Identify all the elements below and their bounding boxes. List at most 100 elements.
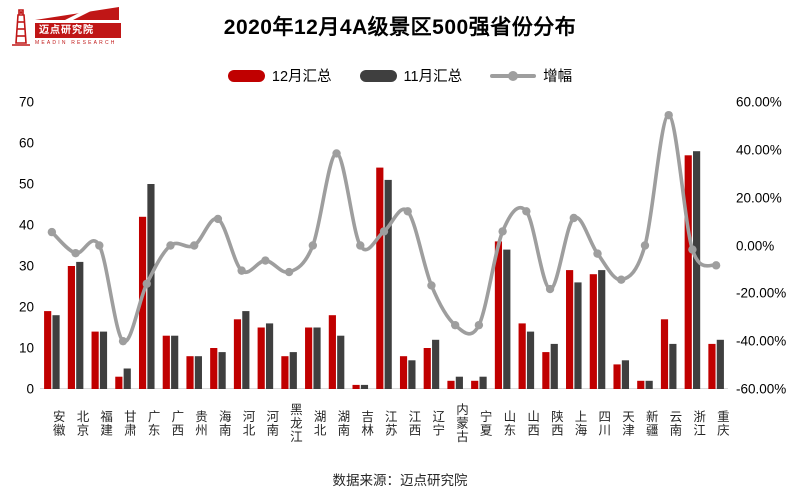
bar-december — [708, 343, 716, 389]
legend-item-growth: 增幅 — [490, 65, 572, 86]
x-axis-label: 湖南 — [335, 409, 350, 437]
x-axis-label: 江苏 — [382, 409, 397, 437]
category-axis: 安徽 北京 福建 甘肃 广东 广西 贵州 海南 河北 河南 黑龙江 湖北 湖南 吉林 江苏 江西 辽宁 内蒙古 宁夏… — [40, 392, 729, 454]
bar-december — [186, 356, 194, 389]
growth-point — [711, 261, 721, 270]
november-swatch — [359, 69, 397, 82]
bar-december — [115, 376, 123, 389]
bar-december — [376, 167, 384, 389]
x-axis-label: 甘肃 — [121, 409, 136, 437]
growth-point — [71, 248, 80, 258]
legend-label-december: 12月汇总 — [271, 69, 332, 85]
bar-november — [479, 376, 487, 389]
right-axis-tick: -20.00% — [736, 285, 787, 301]
bar-december — [423, 348, 431, 389]
growth-point — [688, 245, 697, 254]
bar-december — [138, 216, 147, 389]
bar-november — [194, 356, 202, 389]
left-axis-tick: 10 — [18, 340, 34, 356]
bar-november — [171, 335, 179, 389]
bar-november — [242, 311, 250, 389]
left-axis-tick: 70 — [18, 94, 34, 110]
x-axis-label: 广东 — [145, 409, 160, 437]
x-axis-label: 河南 — [264, 409, 279, 437]
bar-november — [645, 380, 653, 389]
growth-point — [474, 320, 484, 330]
combo-chart-canvas — [40, 110, 728, 389]
bar-december — [637, 380, 645, 389]
bar-november — [289, 352, 297, 389]
bar-november — [669, 343, 677, 389]
bar-november — [337, 335, 345, 389]
bar-november — [621, 360, 630, 389]
bar-november — [432, 339, 440, 389]
bar-november — [384, 179, 392, 389]
growth-point — [332, 149, 341, 158]
bar-december — [613, 364, 621, 389]
bar-november — [265, 323, 274, 389]
growth-point — [664, 110, 673, 120]
meadin-logo: 迈点研究院 MEADIN RESEARCH — [10, 7, 128, 51]
bar-december — [233, 319, 242, 389]
bar-december — [162, 335, 170, 389]
growth-point — [118, 336, 128, 346]
growth-point — [308, 241, 318, 250]
bar-november — [716, 339, 724, 389]
growth-point — [95, 241, 104, 250]
growth-point — [640, 241, 650, 250]
bar-november — [455, 376, 463, 389]
right-axis-tick: 0.00% — [736, 238, 775, 253]
bar-december — [257, 327, 265, 389]
bar-november — [526, 331, 535, 389]
bar-december — [399, 356, 408, 389]
plot-area: 安徽 北京 福建 甘肃 广东 广西 贵州 海南 河北 河南 黑龙江 湖北 湖南 吉林 江苏 江西 辽宁 内蒙古 宁夏… — [40, 102, 729, 454]
logo-subname: MEADIN RESEARCH — [35, 40, 117, 46]
x-axis-label: 山东 — [501, 409, 516, 437]
growth-point — [379, 227, 389, 236]
left-value-axis: 70 60 50 40 30 20 10 0 — [8, 95, 40, 397]
growth-point — [498, 227, 507, 236]
growth-line-swatch — [490, 70, 537, 82]
left-axis-tick: 40 — [18, 217, 34, 233]
bar-november — [550, 343, 558, 389]
lighthouse-icon — [12, 9, 30, 46]
x-axis-label: 浙江 — [691, 409, 706, 437]
growth-point — [450, 320, 460, 330]
growth-point — [569, 213, 578, 223]
december-swatch — [227, 69, 265, 82]
growth-point — [47, 227, 57, 237]
x-axis-label: 山西 — [525, 409, 540, 437]
x-axis-label: 湖北 — [311, 409, 326, 437]
growth-point — [190, 241, 199, 250]
right-percent-axis: 60.00% 40.00% 20.00% 0.00% -20.00% -40.00% -60… — [728, 95, 792, 397]
growth-line — [50, 113, 718, 344]
chart-title: 2020年12月4A级景区500强省份分布 — [223, 16, 577, 39]
x-axis-label: 海南 — [216, 409, 231, 437]
bar-november — [123, 368, 131, 389]
bar-november — [574, 282, 582, 389]
left-axis-tick: 0 — [26, 381, 34, 397]
bar-december — [566, 270, 574, 389]
bar-november — [218, 352, 226, 389]
x-axis-label: 新疆 — [643, 409, 658, 437]
x-axis-label: 福建 — [98, 409, 113, 437]
x-axis-label: 江西 — [406, 409, 421, 437]
growth-point — [593, 249, 602, 258]
bar-november — [408, 360, 416, 389]
x-axis-label: 黑龙江 — [287, 402, 302, 444]
growth-point — [142, 279, 151, 288]
bar-november — [52, 315, 60, 389]
bar-november — [360, 384, 369, 389]
right-axis-tick: 60.00% — [736, 94, 782, 110]
x-axis-label: 吉林 — [359, 409, 374, 437]
x-axis-label: 陕西 — [548, 409, 563, 437]
bar-december — [210, 348, 218, 389]
chart-area: 70 60 50 40 30 20 10 0 安徽 北京 福建 甘肃 广东 广西 贵州 海南 河北 河南 黑龙江湖… — [8, 95, 792, 454]
growth-point — [427, 281, 436, 290]
growth-point — [522, 207, 531, 216]
bar-november — [693, 151, 701, 389]
x-axis-label: 云南 — [667, 409, 682, 437]
growth-point — [261, 256, 270, 265]
flag-icon — [35, 7, 119, 20]
